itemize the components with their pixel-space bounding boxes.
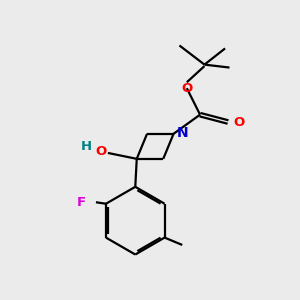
Text: O: O	[233, 116, 244, 128]
Text: O: O	[181, 82, 192, 95]
Text: F: F	[77, 196, 86, 209]
Text: O: O	[96, 145, 107, 158]
Text: N: N	[177, 126, 189, 140]
Text: H: H	[80, 140, 92, 153]
